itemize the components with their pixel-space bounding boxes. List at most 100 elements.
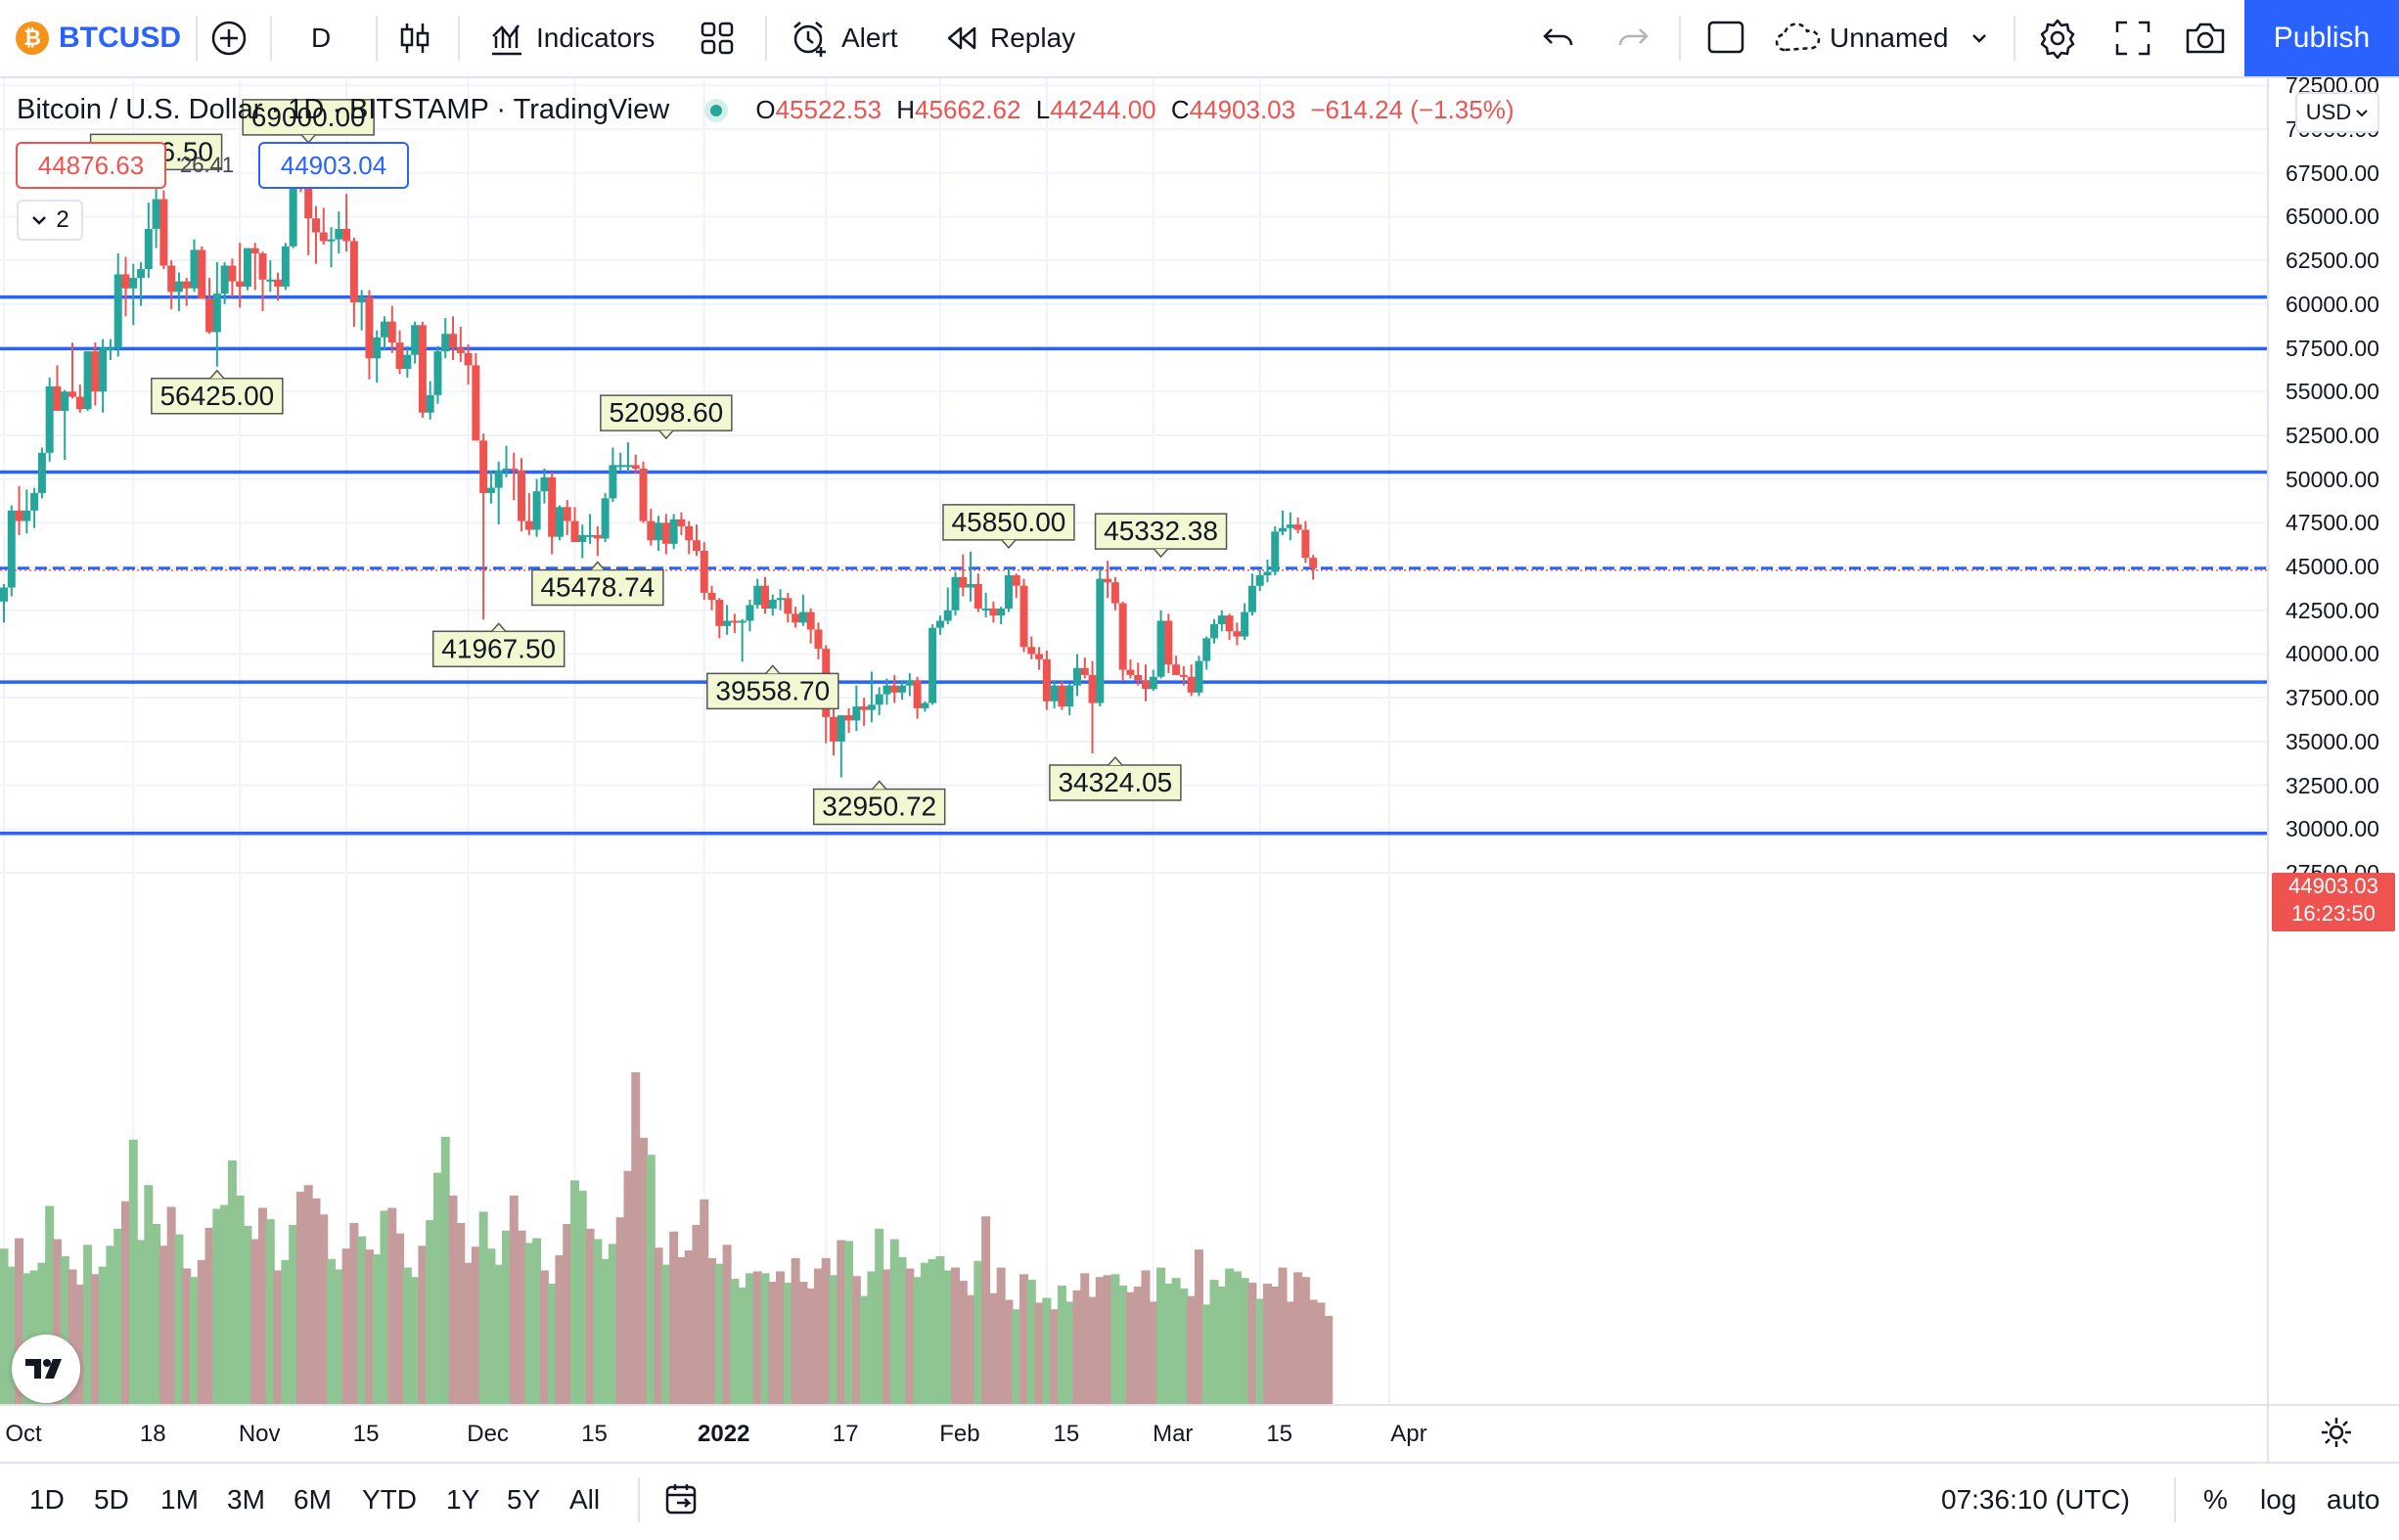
sell-price-button[interactable]: 44876.63 xyxy=(16,142,166,189)
candle-body xyxy=(190,249,199,289)
time-tick-label: 2022 xyxy=(698,1421,750,1447)
volume-bar xyxy=(646,1155,656,1405)
utc-clock[interactable]: 07:36:10 (UTC) xyxy=(1941,1462,2130,1538)
percent-scale-toggle[interactable]: % xyxy=(2203,1462,2228,1538)
candle-body xyxy=(532,491,541,530)
undo-button[interactable] xyxy=(1540,0,1577,76)
grid-layout-icon xyxy=(701,22,734,55)
volume-bar xyxy=(1057,1285,1066,1405)
volume-bar xyxy=(1247,1283,1257,1405)
price-callout[interactable]: 45478.74 xyxy=(531,561,664,607)
candle-body xyxy=(715,600,724,626)
symbol-search[interactable]: ₿ BTCUSD xyxy=(16,0,181,76)
price-callout[interactable]: 41967.50 xyxy=(431,622,566,668)
candle-body xyxy=(1058,685,1066,707)
currency-selector[interactable]: USD xyxy=(2295,92,2379,133)
range-button-6m[interactable]: 6M xyxy=(294,1484,332,1515)
candle-body xyxy=(68,391,77,397)
price-callout[interactable]: 34324.05 xyxy=(1049,755,1182,801)
legend-collapse-button[interactable]: 2 xyxy=(17,200,83,241)
range-button-3m[interactable]: 3M xyxy=(227,1484,265,1515)
callout-pointer xyxy=(1153,548,1169,559)
plus-circle-icon xyxy=(211,21,247,56)
volume-bar xyxy=(448,1195,458,1405)
candle-body xyxy=(510,468,519,471)
volume-bar xyxy=(1034,1302,1044,1405)
volume-bar xyxy=(478,1211,488,1405)
chevron-down-icon xyxy=(2356,110,2368,117)
volume-bar xyxy=(1217,1286,1227,1405)
price-callout[interactable]: 39558.70 xyxy=(706,664,839,710)
callout-box xyxy=(242,99,375,136)
candles-icon xyxy=(400,23,430,53)
range-button-ytd[interactable]: YTD xyxy=(362,1484,417,1515)
toolbar-divider xyxy=(196,16,198,61)
volume-bar xyxy=(220,1204,230,1405)
volume-bar xyxy=(532,1238,542,1405)
toolbar-divider xyxy=(2174,1477,2176,1522)
candle-body xyxy=(129,278,138,289)
callout-label: 39558.70 xyxy=(715,675,830,705)
fullscreen-toggle-button[interactable] xyxy=(1706,0,1745,76)
log-scale-toggle[interactable]: log xyxy=(2260,1462,2296,1538)
candle-body xyxy=(61,391,69,411)
candle-body xyxy=(243,248,251,287)
price-callout[interactable]: 32950.72 xyxy=(812,780,946,826)
volume-bar xyxy=(113,1228,123,1405)
candle-body xyxy=(387,321,396,343)
price-tick-label: 45000.00 xyxy=(2286,554,2379,580)
candle-body xyxy=(609,465,617,499)
candle-body xyxy=(890,685,899,693)
price-callout[interactable]: 45850.00 xyxy=(942,504,1075,549)
candle-body xyxy=(1080,667,1089,675)
price-callout[interactable]: 45332.38 xyxy=(1094,513,1228,559)
auto-scale-toggle[interactable]: auto xyxy=(2327,1462,2380,1538)
publish-button[interactable]: Publish xyxy=(2244,0,2399,76)
range-button-1d[interactable]: 1D xyxy=(29,1484,65,1515)
go-to-date-button[interactable] xyxy=(663,1462,701,1538)
range-button-5y[interactable]: 5Y xyxy=(507,1484,541,1515)
price-chart[interactable]: 67016.5069000.0056425.0052098.6045478.74… xyxy=(0,78,2399,1462)
candle-body xyxy=(1118,603,1127,670)
volume-bar xyxy=(295,1192,305,1405)
templates-button[interactable] xyxy=(699,0,736,76)
alert-button[interactable]: Alert xyxy=(789,0,898,76)
range-button-5d[interactable]: 5D xyxy=(94,1484,129,1515)
candle-body xyxy=(814,629,823,650)
market-status-icon[interactable] xyxy=(704,99,729,123)
replay-button[interactable]: Replay xyxy=(941,0,1075,76)
interval-button[interactable]: D xyxy=(311,0,331,76)
redo-button[interactable] xyxy=(1614,0,1652,76)
volume-bar xyxy=(1255,1298,1265,1405)
tradingview-logo-icon[interactable] xyxy=(12,1335,80,1403)
settings-button[interactable] xyxy=(2037,0,2078,76)
layout-menu-button[interactable]: Unnamed xyxy=(1773,0,1989,76)
callout-pointer xyxy=(1001,539,1017,549)
candle-body xyxy=(1271,531,1280,572)
candle-body xyxy=(335,228,343,240)
volume-bar xyxy=(555,1254,565,1405)
fullscreen-button[interactable] xyxy=(2113,0,2152,76)
buy-price-button[interactable]: 44903.04 xyxy=(258,142,409,189)
candle-body xyxy=(677,519,686,526)
compare-add-button[interactable] xyxy=(209,0,249,76)
volume-bar xyxy=(349,1223,359,1405)
candle-body xyxy=(738,620,747,623)
price-callout[interactable]: 56425.00 xyxy=(151,369,284,415)
indicators-button[interactable]: Indicators xyxy=(487,0,655,76)
volume-bar xyxy=(37,1262,47,1405)
range-button-1y[interactable]: 1Y xyxy=(446,1484,480,1515)
candle-body xyxy=(53,385,62,411)
time-axis-settings-button[interactable] xyxy=(2319,1415,2354,1455)
snapshot-button[interactable] xyxy=(2184,0,2227,76)
volume-bar xyxy=(387,1207,397,1405)
time-tick-label: 18 xyxy=(139,1421,166,1447)
price-callout[interactable]: 52098.60 xyxy=(600,394,733,440)
volume-bar xyxy=(486,1248,496,1405)
chart-type-button[interactable] xyxy=(395,0,434,76)
price-callout[interactable]: 69000.00 xyxy=(242,99,375,145)
range-button-all[interactable]: All xyxy=(569,1484,601,1515)
volume-bar xyxy=(654,1247,663,1405)
volume-bar xyxy=(1171,1278,1181,1405)
range-button-1m[interactable]: 1M xyxy=(160,1484,199,1515)
